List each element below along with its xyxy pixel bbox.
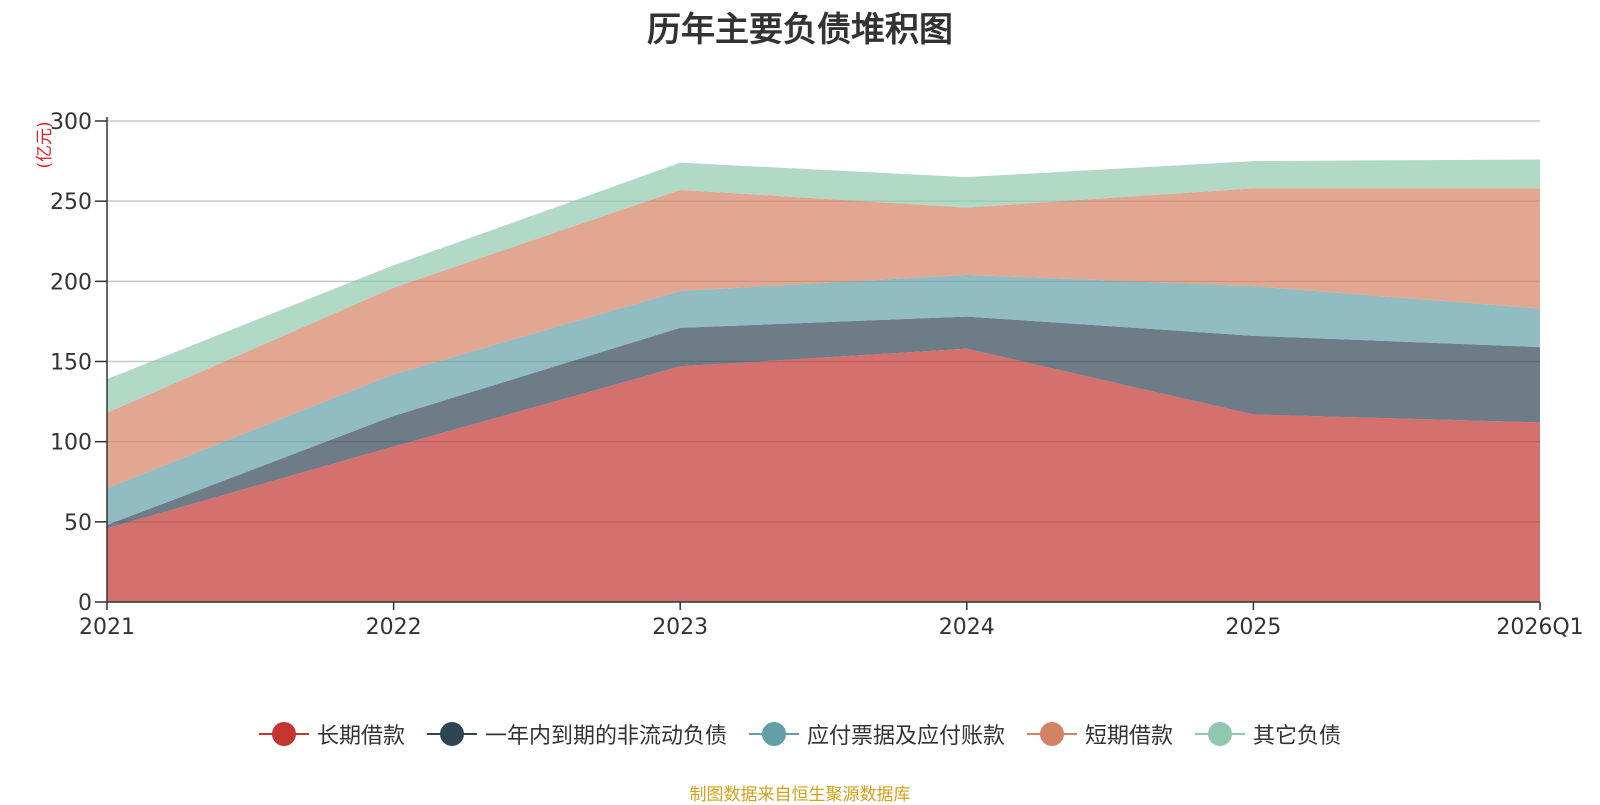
x-tick-label: 2026Q1 [1496,615,1583,640]
legend-marker-icon [258,721,309,747]
legend-marker-icon [1027,721,1077,747]
legend-item-1[interactable]: 长期借款 [258,718,405,750]
area-series-5 [107,159,1540,413]
legend: 长期借款 一年内到期的非流动负债 应付票据及应付账款 短期借款 其它负债 [0,718,1600,750]
legend-item-5[interactable]: 其它负债 [1195,718,1341,750]
x-tick-label: 2022 [366,615,422,640]
y-tick-label: 0 [78,591,92,616]
y-tick-label: 300 [50,110,92,135]
legend-marker-icon [426,721,477,747]
area-series-4 [107,188,1540,489]
legend-label: 长期借款 [316,724,405,749]
x-tick-label: 2023 [652,615,708,640]
y-tick-label: 50 [64,511,92,536]
x-tick-label: 2025 [1225,615,1281,640]
y-tick-label: 150 [50,351,92,376]
y-tick-label: 250 [50,190,92,215]
area-series-1 [107,348,1540,602]
area-series-2 [107,316,1540,529]
x-tick-label: 2021 [79,615,135,640]
stacked-area-chart: 0 50 100 150 200 250 300 2021 2022 2023 2024 2025 20… [35,110,1584,640]
source-note: 制图数据来自恒生聚源数据库 [689,785,911,805]
legend-item-2[interactable]: 一年内到期的非流动负债 [426,718,727,750]
x-tick-label: 2024 [939,615,995,640]
y-tick-label: 100 [50,431,92,456]
y-axis-unit-label: (亿元) [35,121,55,168]
legend-label: 其它负债 [1253,724,1342,749]
y-tick-label: 200 [50,270,92,295]
legend-item-4[interactable]: 短期借款 [1027,718,1173,750]
legend-label: 短期借款 [1085,724,1174,749]
legend-marker-icon [748,721,799,747]
legend-label: 一年内到期的非流动负债 [484,724,727,749]
legend-item-3[interactable]: 应付票据及应付账款 [748,718,1005,750]
chart-title: 历年主要负债堆积图 [647,10,953,50]
area-series-3 [107,274,1540,526]
legend-marker-icon [1195,721,1246,747]
legend-label: 应付票据及应付账款 [806,724,1005,749]
